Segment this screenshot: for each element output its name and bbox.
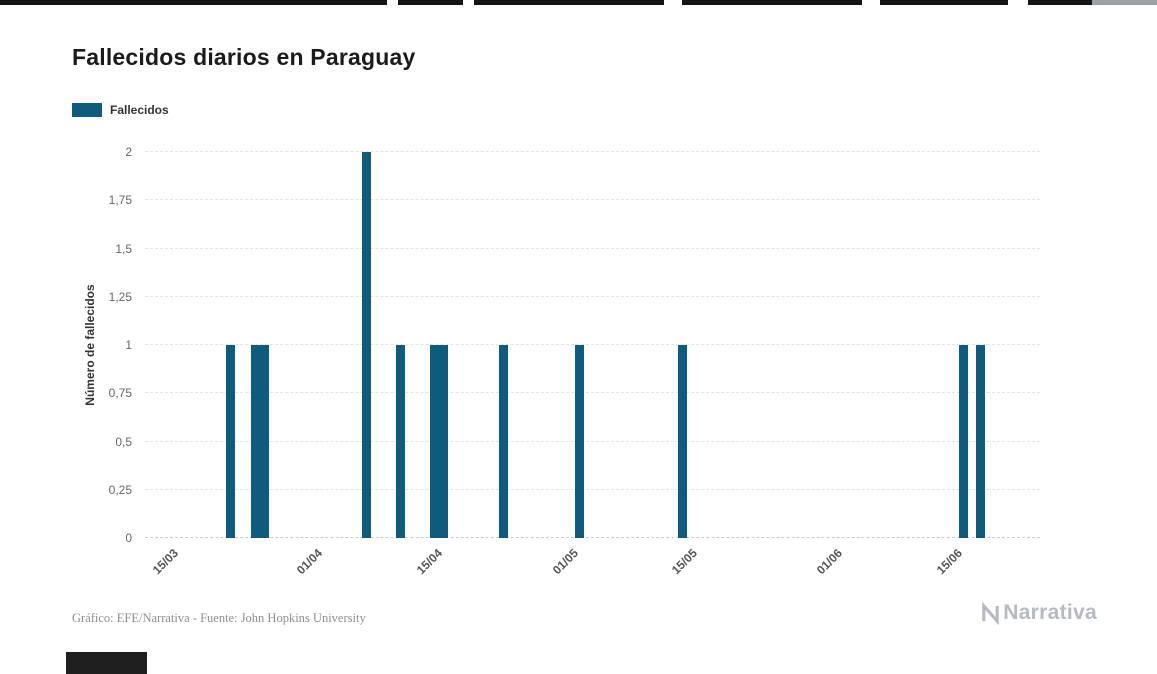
narrativa-n-icon (982, 601, 999, 625)
bar-2020-05-02[interactable] (575, 345, 585, 538)
chart-title: Fallecidos diarios en Paraguay (72, 44, 416, 70)
x-tick-label: 01/06 (814, 546, 846, 578)
gridline (145, 344, 1040, 345)
bar-2020-05-14[interactable] (677, 345, 687, 538)
gridline (145, 440, 1040, 442)
y-tick-label: 0 (125, 531, 132, 545)
brand-name: Narrativa (1003, 601, 1097, 624)
bar-2020-03-22[interactable] (225, 345, 235, 538)
gridline (145, 295, 1040, 297)
bar-2020-04-16[interactable] (438, 345, 448, 538)
bar-2020-06-16[interactable] (958, 345, 968, 538)
legend[interactable]: Fallecidos (72, 103, 169, 117)
bar-2020-04-07[interactable] (362, 152, 372, 538)
top-progress-strip (0, 0, 1157, 5)
x-tick-label: 01/04 (294, 546, 326, 578)
y-axis-tick-labels: 0 0,25 0,5 0,75 1 1,25 1,5 1,75 2 (0, 145, 132, 545)
gridline (145, 247, 1040, 249)
bar-2020-06-18[interactable] (975, 345, 985, 538)
bar-2020-03-26[interactable] (259, 345, 269, 538)
plot-area (145, 151, 1040, 538)
y-tick-label: 0,5 (115, 434, 132, 449)
x-axis-tick-labels: 15/03 01/04 15/04 01/05 15/05 01/06 15/06 (145, 546, 1040, 606)
gridline (145, 537, 1040, 538)
y-tick-label: 0,75 (108, 386, 132, 401)
bar-2020-03-25[interactable] (251, 345, 261, 538)
x-tick-label: 15/05 (669, 546, 701, 578)
legend-label: Fallecidos (110, 103, 169, 117)
y-tick-label: 1,25 (108, 289, 132, 304)
bar-2020-04-23[interactable] (498, 345, 508, 538)
gridline (145, 151, 1040, 152)
bottom-left-block (66, 652, 147, 674)
x-tick-label: 01/05 (549, 546, 582, 578)
y-tick-label: 1,75 (108, 193, 132, 208)
gridline (145, 199, 1040, 201)
y-tick-label: 1 (125, 338, 132, 352)
legend-swatch (72, 103, 102, 117)
gridline (145, 392, 1040, 394)
gridline (145, 488, 1040, 490)
y-tick-label: 2 (125, 145, 132, 159)
x-tick-label: 15/04 (413, 546, 445, 578)
x-tick-label: 15/03 (149, 546, 181, 578)
y-tick-label: 1,5 (115, 241, 132, 256)
y-tick-label: 0,25 (108, 482, 132, 497)
narrativa-logo: Narrativa (979, 601, 1097, 625)
bar-2020-04-11[interactable] (396, 345, 406, 538)
credit-text: Gráfico: EFE/Narrativa - Fuente: John Ho… (72, 611, 366, 625)
x-tick-label: 15/06 (933, 546, 965, 578)
bar-2020-04-15[interactable] (430, 345, 440, 538)
